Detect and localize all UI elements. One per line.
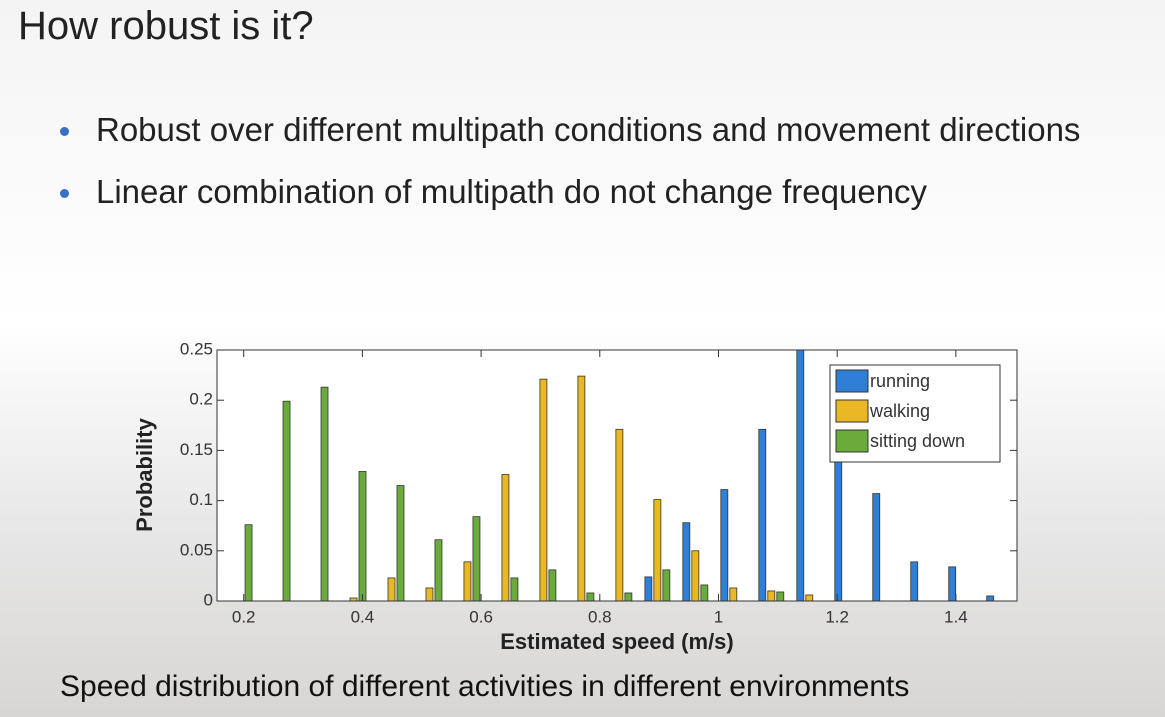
- bar: [644, 576, 653, 601]
- bar: [282, 400, 291, 601]
- bar: [796, 350, 805, 601]
- bar: [682, 522, 691, 601]
- bar: [501, 474, 510, 601]
- x-tick-label: 0.4: [351, 607, 375, 626]
- y-tick-label: 0.1: [189, 490, 213, 509]
- bar: [767, 590, 776, 601]
- bar: [358, 471, 367, 601]
- bar: [776, 591, 785, 601]
- bar: [662, 569, 671, 601]
- x-tick-label: 1: [714, 607, 723, 626]
- bar: [624, 592, 633, 601]
- bar: [872, 493, 881, 601]
- slide-title: How robust is it?: [18, 4, 314, 48]
- x-axis-label: Estimated speed (m/s): [500, 629, 734, 654]
- bar: [700, 584, 709, 601]
- bar: [396, 485, 405, 601]
- bullet: Linear combination of multipath do not c…: [50, 168, 1140, 216]
- bar: [320, 386, 329, 601]
- axes-box: [216, 349, 1018, 602]
- bar: [834, 439, 843, 601]
- bar: [986, 595, 995, 601]
- y-tick-label: 0.15: [180, 440, 213, 459]
- bar: [691, 550, 700, 601]
- bar: [472, 516, 481, 601]
- bar: [615, 428, 624, 601]
- bar: [434, 539, 443, 601]
- bar: [805, 594, 814, 601]
- legend-label: sitting down: [870, 431, 965, 451]
- bar: [758, 428, 767, 601]
- bar: [910, 561, 919, 601]
- x-tick-label: 0.8: [588, 607, 612, 626]
- bullet-list: Robust over different multipath conditio…: [50, 106, 1140, 230]
- bar: [729, 587, 738, 601]
- bar: [586, 592, 595, 601]
- bar: [425, 587, 434, 601]
- legend-label: walking: [869, 401, 930, 421]
- caption: Speed distribution of different activiti…: [60, 670, 910, 703]
- legend-swatch: [835, 369, 869, 393]
- x-tick-label: 0.2: [232, 607, 256, 626]
- bar: [510, 577, 519, 601]
- y-tick-label: 0.25: [180, 339, 213, 358]
- bar: [577, 375, 586, 601]
- x-tick-label: 1.4: [944, 607, 968, 626]
- bar: [653, 499, 662, 601]
- bar: [539, 378, 548, 601]
- legend-swatch: [835, 399, 869, 423]
- bar: [548, 569, 557, 601]
- bar: [720, 489, 729, 601]
- y-axis-label: Probability: [132, 417, 157, 531]
- legend-swatch: [835, 429, 869, 453]
- legend-label: running: [870, 371, 930, 391]
- bar: [387, 577, 396, 601]
- bar: [463, 561, 472, 601]
- y-tick-label: 0.05: [180, 540, 213, 559]
- bar: [244, 524, 253, 601]
- y-tick-label: 0: [204, 590, 213, 609]
- bullet: Robust over different multipath conditio…: [50, 106, 1140, 154]
- x-tick-label: 1.2: [825, 607, 849, 626]
- y-tick-label: 0.2: [189, 390, 213, 409]
- bar: [948, 566, 957, 601]
- x-tick-label: 0.6: [469, 607, 493, 626]
